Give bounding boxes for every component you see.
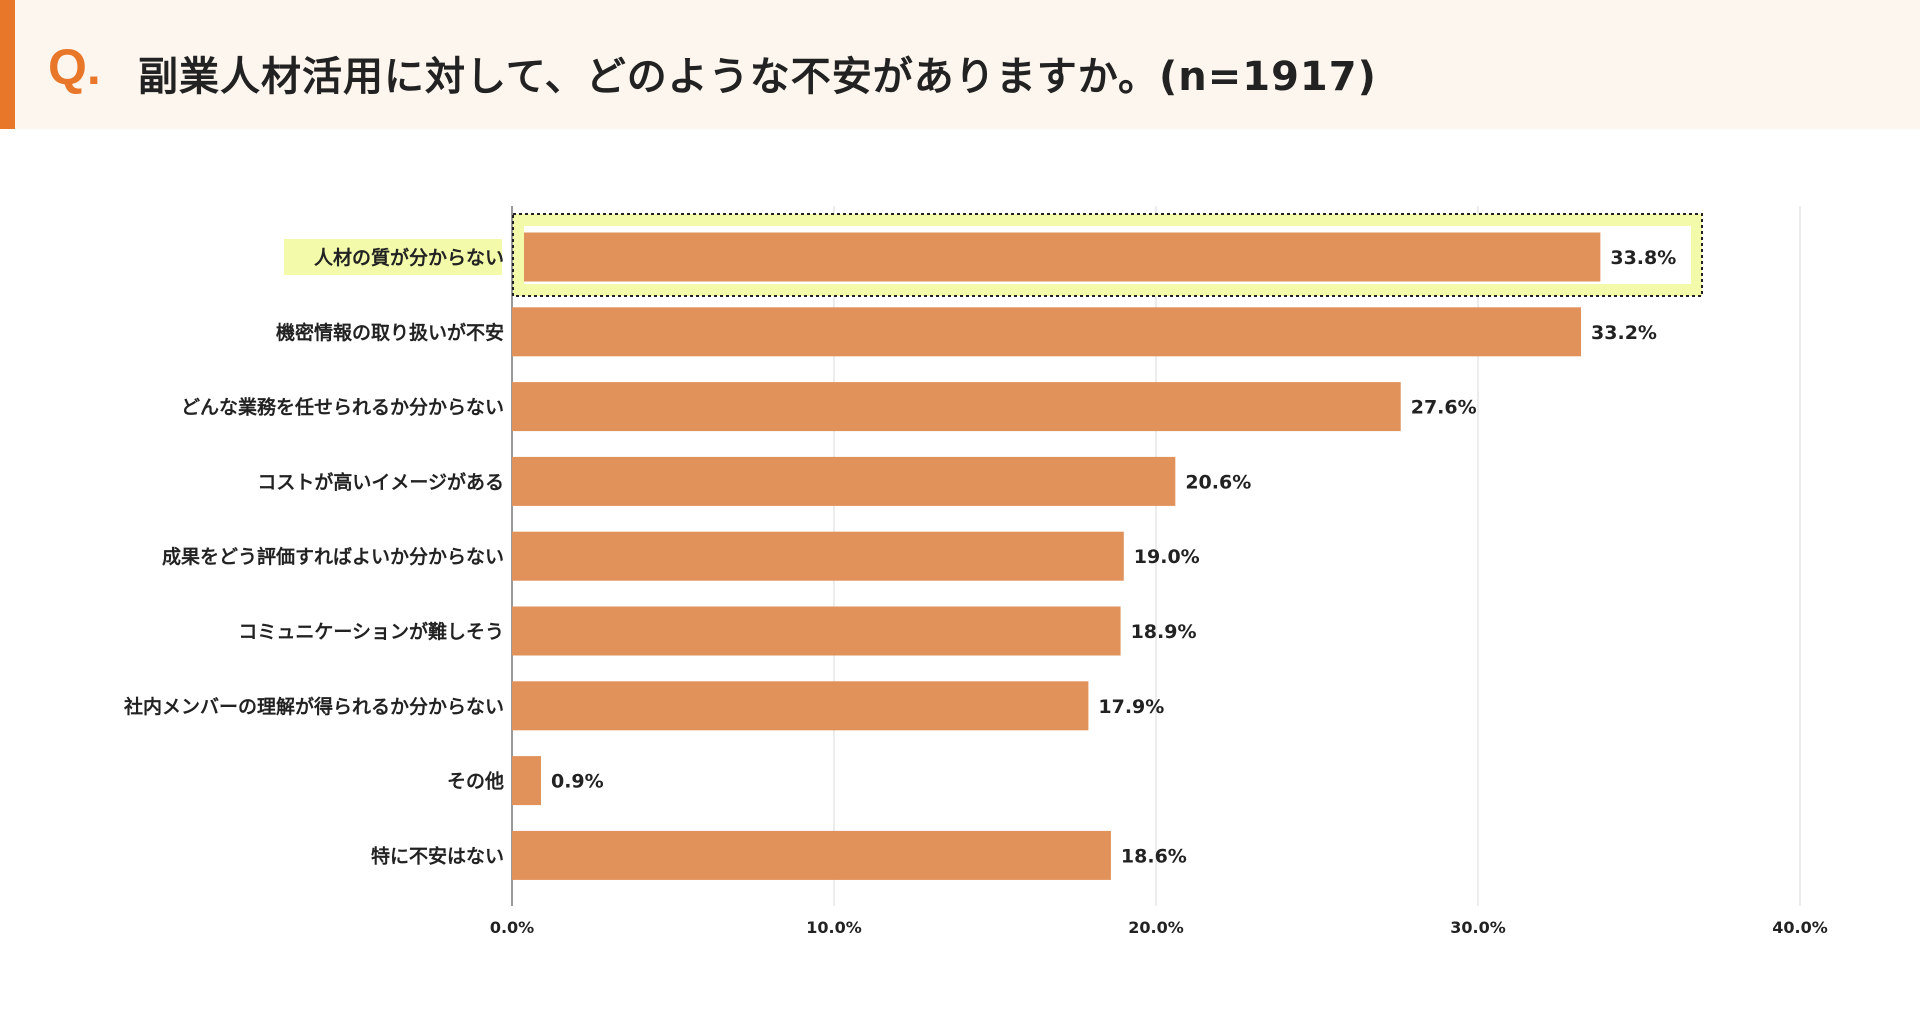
category-label: その他 bbox=[447, 770, 504, 793]
value-label: 20.6% bbox=[1185, 471, 1251, 493]
category-label: どんな業務を任せられるか分からない bbox=[181, 396, 504, 419]
bar bbox=[512, 307, 1582, 357]
x-tick-label: 30.0% bbox=[1450, 918, 1506, 937]
x-tick-label: 0.0% bbox=[490, 918, 534, 937]
value-label: 27.6% bbox=[1411, 397, 1477, 419]
value-label: 18.9% bbox=[1131, 621, 1197, 643]
bar bbox=[512, 606, 1121, 656]
category-label: 成果をどう評価すればよいか分からない bbox=[162, 545, 504, 568]
bar bbox=[512, 830, 1111, 880]
category-label: 社内メンバーの理解が得られるか分からない bbox=[123, 695, 504, 718]
bar bbox=[512, 681, 1089, 731]
label-highlight bbox=[284, 239, 502, 275]
bar bbox=[512, 382, 1401, 432]
category-label: 特に不安はない bbox=[371, 844, 504, 867]
value-label: 33.2% bbox=[1591, 322, 1657, 344]
accent-bar bbox=[0, 0, 15, 129]
value-label: 0.9% bbox=[551, 771, 604, 793]
x-tick-label: 20.0% bbox=[1128, 918, 1184, 937]
question-header: Q. 副業人材活用に対して、どのような不安がありますか。(n=1917) bbox=[0, 0, 1920, 129]
category-label: コストが高いイメージがある bbox=[257, 470, 504, 493]
question-mark-label: Q. bbox=[48, 39, 101, 95]
value-label: 33.8% bbox=[1610, 247, 1676, 269]
value-label: 17.9% bbox=[1098, 696, 1164, 718]
value-label: 18.6% bbox=[1121, 845, 1187, 867]
category-label: 人材の質が分からない bbox=[314, 246, 504, 269]
x-tick-label: 10.0% bbox=[806, 918, 862, 937]
category-label: コミュニケーションが難しそう bbox=[238, 620, 504, 643]
value-label: 19.0% bbox=[1134, 546, 1200, 568]
bar bbox=[524, 232, 1601, 282]
question-title: 副業人材活用に対して、どのような不安がありますか。(n=1917) bbox=[138, 54, 1377, 100]
x-tick-label: 40.0% bbox=[1772, 918, 1828, 937]
bar bbox=[512, 756, 541, 806]
category-label: 機密情報の取り扱いが不安 bbox=[276, 321, 504, 344]
bar bbox=[512, 531, 1124, 581]
bar bbox=[512, 456, 1176, 506]
